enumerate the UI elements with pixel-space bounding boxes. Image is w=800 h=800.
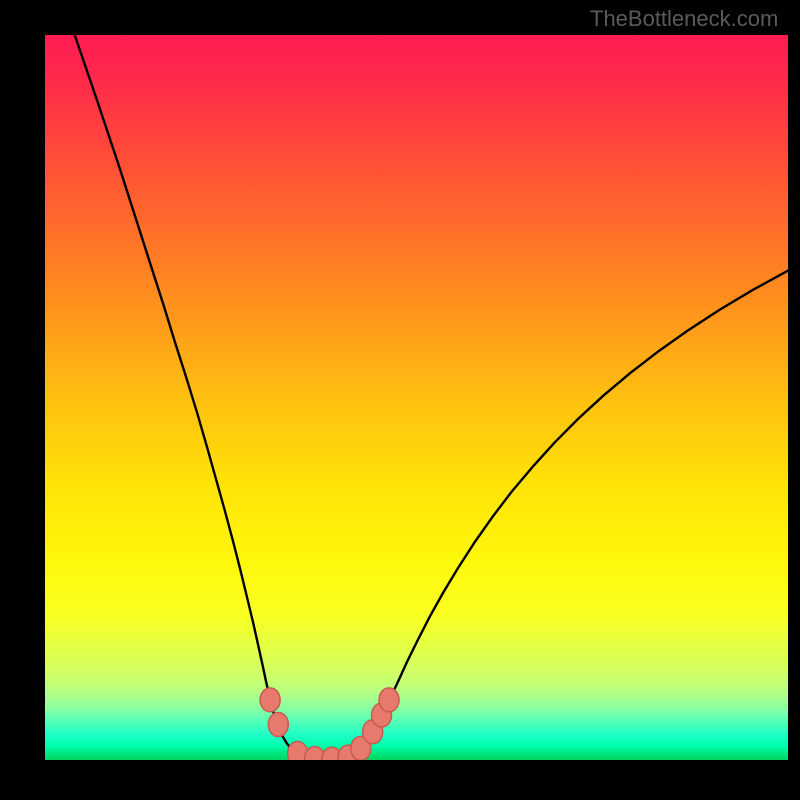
chart-plot-area <box>45 35 788 760</box>
curve-marker <box>260 688 280 712</box>
chart-svg <box>45 35 788 760</box>
curve-marker <box>268 712 288 736</box>
watermark-text: TheBottleneck.com <box>590 6 778 32</box>
curve-marker <box>379 688 399 712</box>
